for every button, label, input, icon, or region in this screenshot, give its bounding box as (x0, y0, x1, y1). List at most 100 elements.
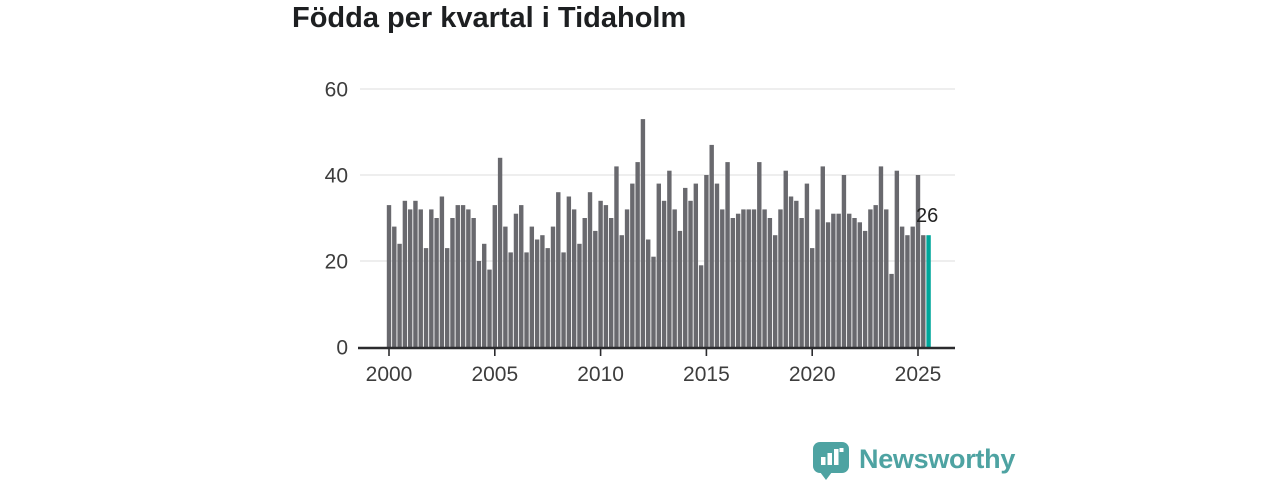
x-axis-tick-label: 2010 (577, 363, 624, 386)
x-axis-tick-label: 2005 (471, 363, 518, 386)
x-axis-tick-label: 2025 (895, 363, 942, 386)
chart-title: Födda per kvartal i Tidaholm (292, 2, 687, 34)
bar (407, 209, 413, 347)
bar (593, 230, 598, 347)
bar (693, 183, 699, 347)
bar (884, 209, 889, 347)
bar (661, 200, 667, 347)
bar (698, 265, 704, 347)
bar (921, 235, 926, 347)
bar (397, 243, 402, 347)
bar (778, 209, 783, 347)
y-axis-tick-label: 60 (325, 79, 348, 102)
bar (646, 239, 651, 347)
highlighted-bar (926, 235, 931, 347)
bar (540, 235, 545, 347)
bar (519, 205, 524, 347)
speech-bubble-tail (820, 472, 832, 480)
bar (608, 218, 614, 347)
bar (529, 226, 535, 347)
bar (492, 205, 497, 347)
bar (534, 239, 540, 347)
bar (482, 243, 487, 347)
bar (413, 200, 418, 347)
bar (667, 170, 672, 347)
bar (783, 170, 788, 347)
bar (455, 205, 460, 347)
bar (772, 235, 778, 347)
bar (735, 213, 741, 347)
newsworthy-speech-bubble-chart-icon (813, 442, 849, 480)
x-axis-tick-label: 2000 (366, 363, 413, 386)
bar (524, 252, 529, 347)
bar (450, 218, 455, 347)
bar (905, 235, 910, 347)
bar (683, 187, 688, 347)
bar (762, 209, 767, 347)
bar (471, 218, 476, 347)
bar (402, 200, 408, 347)
bar (741, 209, 746, 347)
bar (503, 226, 508, 347)
bar (561, 252, 566, 347)
bar (704, 175, 709, 347)
bar (386, 205, 392, 347)
mini-bar-chart-glyph (821, 448, 844, 465)
bar (466, 209, 471, 347)
bar (820, 166, 825, 347)
bar (656, 183, 661, 347)
bar (423, 248, 429, 347)
newsworthy-logo[interactable]: Newsworthy (813, 442, 1015, 480)
bar (603, 205, 609, 347)
bar (392, 226, 397, 347)
bar (825, 222, 831, 347)
bar (571, 209, 577, 347)
bar (672, 209, 677, 347)
bar (635, 162, 640, 347)
exclamation-dot (839, 448, 844, 452)
bar (836, 213, 841, 347)
bar (894, 170, 900, 347)
bar (429, 209, 434, 347)
bar (862, 230, 868, 347)
bar (418, 209, 423, 347)
bar (868, 209, 873, 347)
x-axis-tick-label: 2020 (789, 363, 836, 386)
bar (709, 144, 714, 347)
bar (577, 243, 582, 347)
bar (847, 213, 852, 347)
bar (651, 256, 656, 347)
bar (815, 209, 820, 347)
bar (831, 213, 836, 347)
bar (619, 235, 624, 347)
bar (915, 175, 921, 347)
bar (598, 200, 603, 347)
bar (878, 166, 884, 347)
bar (720, 209, 725, 347)
bar (788, 196, 794, 347)
bar (767, 218, 773, 347)
highlight-value-label: 26 (916, 205, 938, 227)
bar (910, 226, 915, 347)
bar (624, 209, 630, 347)
x-axis-tick-label: 2015 (683, 363, 730, 386)
bar (487, 269, 492, 347)
bar (725, 162, 730, 347)
bar (545, 248, 550, 347)
bar (444, 248, 450, 347)
bar (550, 226, 556, 347)
bar (460, 205, 466, 347)
bar (640, 119, 646, 347)
bar (794, 200, 799, 347)
bar (508, 252, 513, 347)
bar (630, 183, 635, 347)
bar (688, 200, 693, 347)
bar (746, 209, 751, 347)
bar (439, 196, 445, 347)
bar (799, 218, 804, 347)
bar (889, 273, 894, 347)
bar (497, 157, 503, 347)
bar (804, 183, 810, 347)
